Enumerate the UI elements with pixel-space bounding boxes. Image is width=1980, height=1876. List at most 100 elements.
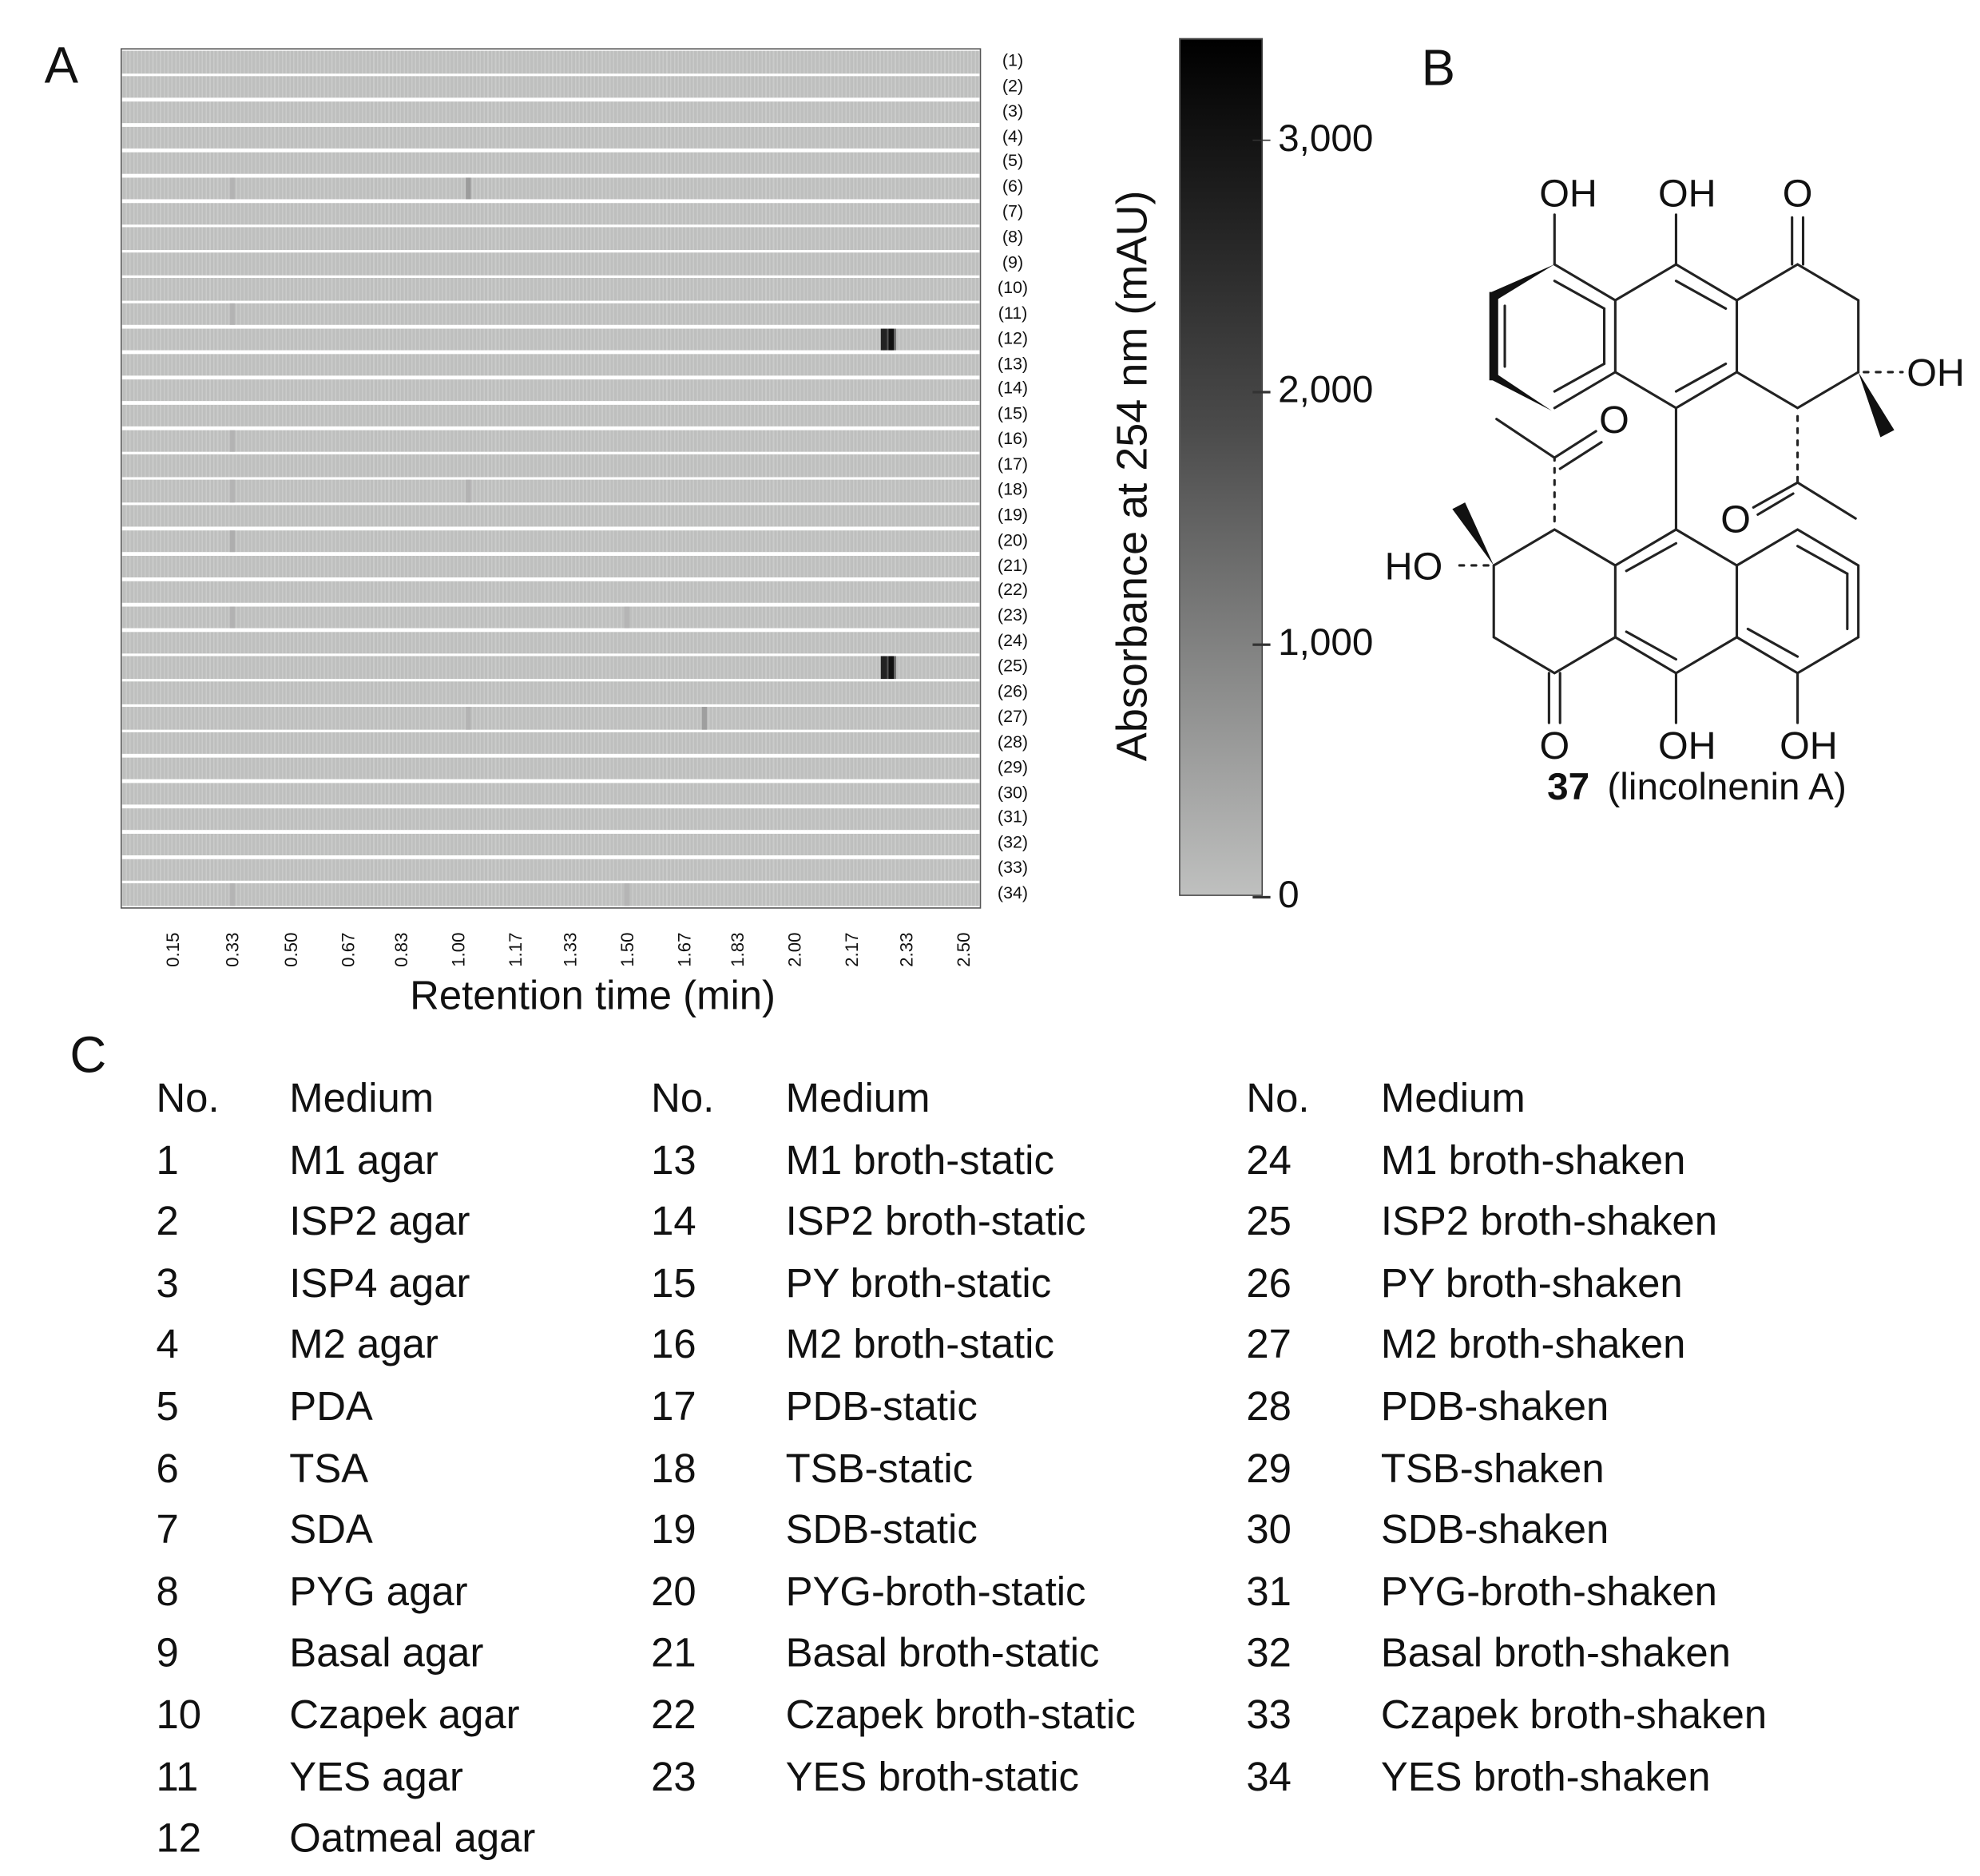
heatmap-row — [121, 176, 980, 200]
cell-medium: TSA — [289, 1445, 369, 1491]
row-label: (16) — [997, 429, 1029, 449]
heatmap-row — [121, 883, 980, 906]
heatmap-peak — [230, 883, 236, 906]
cell-no: 3 — [156, 1259, 179, 1306]
cell-medium: YES broth-static — [785, 1753, 1079, 1799]
x-tick-label: 0.67 — [337, 932, 358, 967]
cell-medium: TSB-static — [785, 1445, 974, 1491]
row-label: (20) — [997, 529, 1029, 549]
compound-caption: 37 (lincolnenin A) — [1547, 767, 1847, 810]
cell-medium: Basal broth-static — [785, 1629, 1100, 1676]
heatmap-row — [121, 807, 980, 831]
heatmap-row — [121, 303, 980, 326]
heatmap-row — [121, 228, 980, 250]
heatmap-peak — [230, 480, 236, 502]
cell-medium: M2 broth-static — [785, 1321, 1054, 1367]
heatmap-row — [121, 833, 980, 855]
cell-no: 13 — [651, 1136, 696, 1183]
cell-medium: YES broth-shaken — [1380, 1753, 1711, 1799]
x-axis-title: Retention time (min) — [410, 972, 776, 1018]
cell-medium: M1 broth-shaken — [1380, 1136, 1686, 1183]
cell-no: No. — [1246, 1074, 1310, 1121]
row-label: (2) — [1002, 76, 1024, 95]
cell-no: 34 — [1246, 1753, 1292, 1799]
heatmap-peak — [230, 606, 236, 629]
cell-medium: Medium — [1380, 1074, 1526, 1121]
row-label: (5) — [1002, 151, 1024, 171]
x-tick-label: 0.33 — [222, 932, 244, 967]
cell-no: 7 — [156, 1506, 179, 1553]
row-label: (14) — [997, 379, 1029, 399]
heatmap-peak — [230, 303, 236, 326]
cell-medium: TSB-shaken — [1380, 1445, 1605, 1491]
heatmap-peak — [624, 883, 629, 906]
heatmap-row — [121, 278, 980, 300]
cell-medium: SDB-static — [785, 1506, 978, 1553]
heatmap-peak — [230, 429, 236, 452]
cell-medium: Czapek agar — [289, 1692, 520, 1738]
row-label: (24) — [997, 631, 1029, 650]
label-ho: HO — [1385, 545, 1443, 588]
cell-medium: Basal broth-shaken — [1380, 1629, 1731, 1676]
x-tick-label: 2.00 — [784, 932, 805, 967]
label-o: O — [1720, 498, 1751, 541]
heatmap — [120, 48, 982, 909]
cell-no: 15 — [651, 1259, 696, 1306]
x-tick-label: 0.15 — [161, 932, 183, 967]
panel-label-b: B — [1421, 40, 1456, 97]
heatmap-row — [121, 732, 980, 755]
cell-medium: M2 agar — [289, 1321, 438, 1367]
heatmap-row — [121, 505, 980, 528]
label-o: O — [1539, 724, 1569, 767]
row-label: (29) — [997, 757, 1029, 776]
cell-medium: ISP2 broth-static — [785, 1198, 1086, 1244]
cell-no: 18 — [651, 1445, 696, 1491]
cell-medium: SDB-shaken — [1380, 1506, 1609, 1553]
label-oh: OH — [1907, 351, 1965, 395]
heatmap-row — [121, 328, 980, 351]
cell-medium: M1 agar — [289, 1136, 438, 1183]
heatmap-row — [121, 252, 980, 276]
row-label: (10) — [997, 277, 1029, 297]
cell-no: 8 — [156, 1568, 179, 1614]
row-label: (22) — [997, 580, 1029, 600]
cell-no: 20 — [651, 1568, 696, 1614]
cell-medium: PDA — [289, 1382, 373, 1430]
cell-medium: ISP2 agar — [289, 1198, 470, 1244]
colorbar-tick-label: 0 — [1278, 874, 1299, 917]
cell-no: 27 — [1246, 1321, 1292, 1367]
cell-no: 17 — [651, 1382, 696, 1430]
colorbar-tick-label: 1,000 — [1278, 621, 1374, 664]
heatmap-row — [121, 530, 980, 553]
cell-no: 1 — [156, 1136, 179, 1183]
cell-no: 16 — [651, 1321, 696, 1367]
row-label: (19) — [997, 505, 1029, 524]
cell-medium: ISP2 broth-shaken — [1380, 1198, 1717, 1244]
heatmap-row — [121, 379, 980, 402]
row-label: (15) — [997, 403, 1029, 423]
cell-medium: PYG agar — [289, 1568, 468, 1614]
row-label: (25) — [997, 656, 1029, 676]
colorbar-tick — [1252, 643, 1271, 646]
cell-medium: Medium — [289, 1074, 434, 1121]
cell-no: 21 — [651, 1629, 696, 1676]
colorbar — [1179, 38, 1264, 896]
compound-name: (lincolnenin A) — [1607, 766, 1847, 809]
label-o: O — [1599, 399, 1629, 442]
cell-medium: SDA — [289, 1506, 373, 1553]
heatmap-row — [121, 783, 980, 805]
cell-no: 12 — [156, 1815, 202, 1861]
heatmap-row — [121, 101, 980, 124]
heatmap-row — [121, 606, 980, 629]
heatmap-row — [121, 707, 980, 729]
heatmap-row — [121, 51, 980, 73]
heatmap-peak — [624, 606, 629, 629]
chemical-structure: OH OH O OH O O HO O OH OH — [1385, 172, 1965, 767]
row-label: (9) — [1002, 252, 1024, 272]
colorbar-tick — [1252, 391, 1271, 394]
row-label: (27) — [997, 706, 1029, 726]
panel-label-c: C — [69, 1028, 107, 1085]
row-label: (32) — [997, 832, 1029, 852]
label-oh: OH — [1539, 172, 1597, 215]
cell-no: 2 — [156, 1198, 179, 1244]
